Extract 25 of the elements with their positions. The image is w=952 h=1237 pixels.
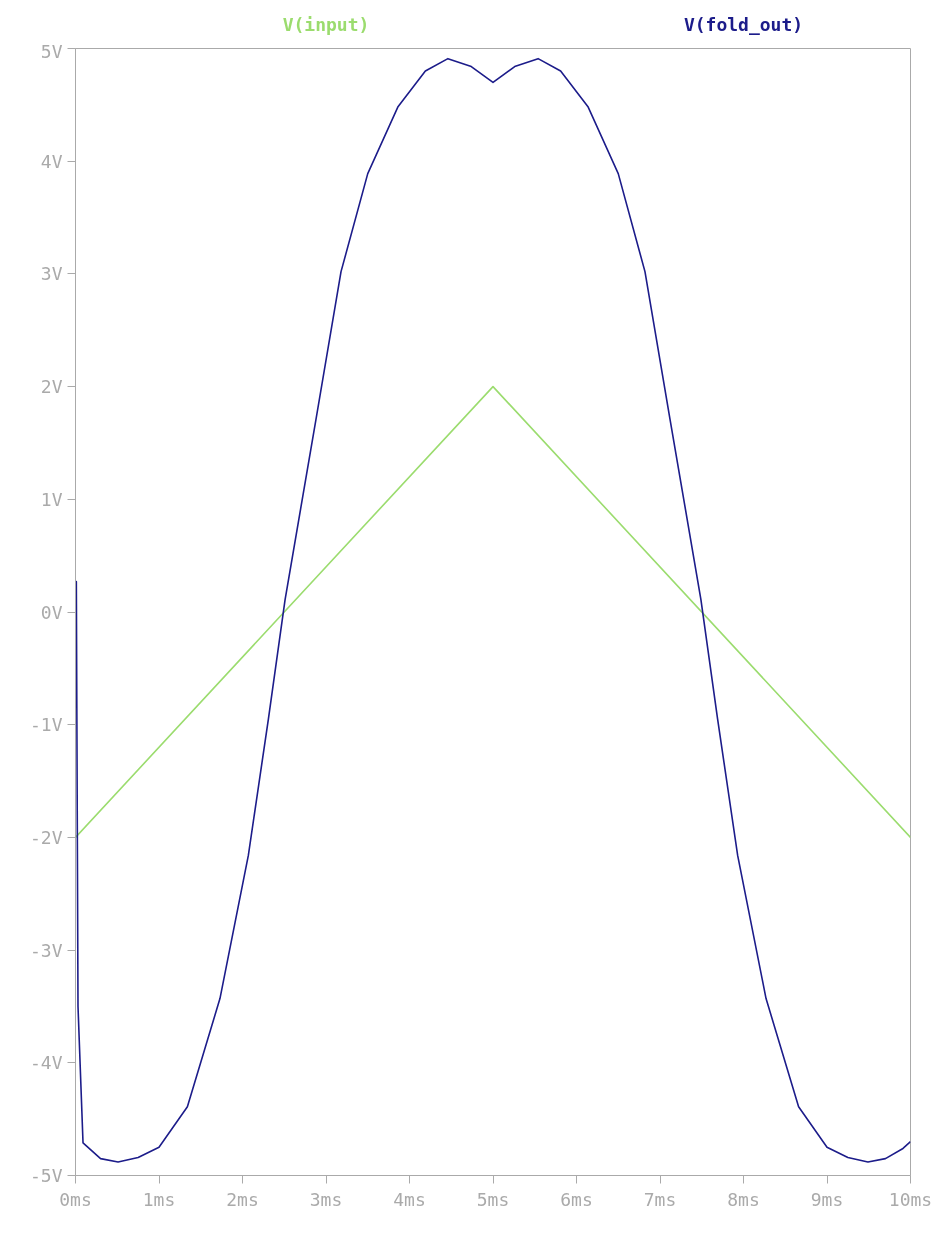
y-tick-label: 5V	[40, 40, 63, 62]
y-tick-label: 3V	[40, 263, 63, 285]
x-tick-label: 7ms	[643, 1188, 677, 1210]
x-tick-label: 10ms	[888, 1188, 933, 1210]
y-tick-label: -5V	[29, 1165, 63, 1186]
y-tick-label: 1V	[40, 488, 63, 510]
x-tick-label: 5ms	[476, 1188, 510, 1210]
x-tick-label: 4ms	[393, 1188, 426, 1210]
x-tick-label: 2ms	[226, 1188, 259, 1210]
y-tick-label: -2V	[29, 826, 63, 848]
line-series	[75, 57, 911, 1163]
x-tick-label: 8ms	[727, 1188, 760, 1210]
y-tick-label: -1V	[29, 714, 63, 736]
x-tick-label: 0ms	[59, 1188, 92, 1210]
y-tick-label: -4V	[29, 1052, 63, 1074]
x-tick-label: 1ms	[142, 1188, 176, 1210]
x-tick-label: 6ms	[560, 1188, 593, 1210]
text: V(input)	[282, 14, 370, 35]
y-tick-label: 0V	[40, 601, 63, 623]
y-tick-label: 2V	[40, 376, 63, 398]
x-tick-label: 3ms	[309, 1188, 343, 1210]
x-tick-label: 9ms	[810, 1188, 844, 1210]
text: V(fold_out)	[683, 14, 804, 35]
y-tick-label: 4V	[40, 150, 63, 172]
y-tick-label: -3V	[29, 939, 63, 961]
